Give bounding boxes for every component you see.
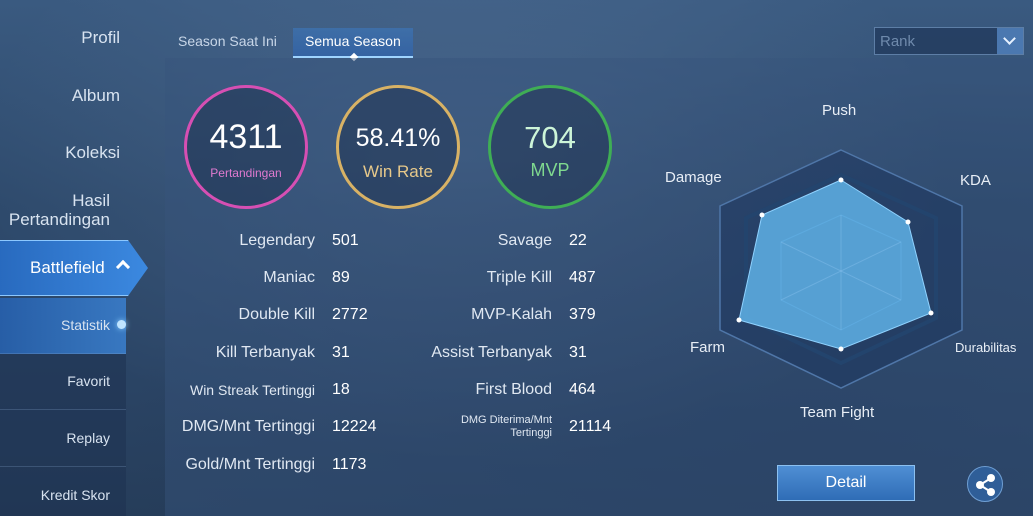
stat-label: Legendary	[239, 232, 315, 249]
radar-point	[905, 219, 911, 225]
radar-point	[838, 346, 844, 352]
sidebar-item-label: Hasil Pertandingan	[8, 191, 110, 229]
stat-value: 501	[332, 232, 359, 249]
radar-point	[759, 212, 765, 218]
matches-circle: 4311 Pertandingan	[184, 85, 308, 209]
stat-value: 12224	[332, 418, 377, 435]
stat-value: 21114	[569, 418, 612, 435]
submenu-item-label: Favorit	[67, 373, 110, 389]
win-rate-label: Win Rate	[363, 162, 433, 181]
mvp-label: MVP	[530, 160, 570, 180]
dropdown-button[interactable]	[997, 28, 1023, 54]
tab-season-saat-ini[interactable]: Season Saat Ini	[178, 28, 277, 58]
sidebar-item-koleksi[interactable]: Koleksi	[0, 143, 120, 162]
radar-label-farm: Farm	[690, 339, 725, 356]
stat-label: MVP-Kalah	[471, 306, 552, 323]
radar-point	[736, 317, 742, 323]
matches-label: Pertandingan	[210, 166, 282, 180]
stat-value: 1173	[332, 456, 367, 473]
radar-label-damage: Damage	[665, 169, 722, 186]
share-button[interactable]	[967, 466, 1003, 502]
submenu-item-statistik[interactable]: Statistik	[0, 298, 126, 354]
stat-label: DMG/Mnt Tertinggi	[181, 418, 315, 435]
stat-label: Win Streak Tertinggi	[189, 382, 315, 398]
sidebar-item-album[interactable]: Album	[0, 86, 120, 105]
sidebar: Profil Album Koleksi Hasil Pertandingan …	[0, 0, 148, 516]
sidebar-item-profil[interactable]: Profil	[0, 28, 120, 47]
radar-axis	[780, 241, 902, 301]
stat-value: 18	[332, 381, 350, 398]
sidebar-item-battlefield-label: Battlefield	[30, 258, 105, 277]
submenu-item-favorit[interactable]: Favorit	[0, 354, 126, 410]
sidebar-item-hasil-pertandingan[interactable]: Hasil Pertandingan	[0, 191, 110, 229]
radar-label-team-fight: Team Fight	[800, 404, 875, 421]
battlefield-submenu: Statistik Favorit Replay Kredit Skor	[0, 298, 126, 516]
mvp-value: 704	[524, 120, 576, 155]
win-rate-value: 58.41%	[355, 124, 441, 152]
stat-label: Kill Terbanyak	[215, 344, 315, 361]
stat-label: Double Kill	[238, 306, 315, 323]
submenu-item-label: Kredit Skor	[40, 487, 110, 503]
share-icon	[976, 474, 995, 496]
detail-button-label: Detail	[825, 474, 867, 491]
radar-point	[928, 310, 934, 316]
mvp-circle: 704 MVP	[488, 85, 612, 209]
stat-label: Assist Terbanyak	[431, 344, 552, 361]
sidebar-item-label: Profil	[81, 28, 120, 47]
rank-select[interactable]: Rank	[874, 27, 1024, 55]
radar-point	[838, 177, 844, 183]
matches-value: 4311	[209, 118, 283, 156]
radar-middle-ring	[744, 172, 938, 366]
stat-label: Savage	[497, 232, 552, 249]
submenu-item-kredit-skor[interactable]: Kredit Skor	[0, 468, 126, 516]
rank-select-value: Rank	[880, 33, 916, 50]
stat-value: 2772	[332, 306, 368, 323]
stat-value: 464	[569, 381, 596, 398]
stat-value: 22	[569, 232, 587, 249]
chevron-down-icon	[1003, 32, 1016, 45]
sidebar-item-label: Koleksi	[65, 143, 120, 162]
submenu-item-label: Replay	[66, 430, 110, 446]
stat-value: 379	[569, 306, 596, 323]
stat-value: 487	[569, 269, 596, 286]
radar-chart	[719, 149, 963, 389]
stat-value: 89	[332, 269, 350, 286]
submenu-item-label: Statistik	[60, 317, 110, 333]
tab-label: Semua Season	[305, 33, 401, 49]
radar-label-kda: KDA	[960, 172, 991, 189]
submenu-item-replay[interactable]: Replay	[0, 411, 126, 467]
radar-label-durabilitas: Durabilitas	[955, 340, 1017, 355]
active-indicator-icon	[117, 320, 126, 329]
stat-label: DMG Diterima/Mnt Tertinggi	[460, 414, 552, 439]
stat-label: First Blood	[475, 381, 552, 398]
stat-value: 31	[332, 344, 350, 361]
tab-label: Season Saat Ini	[178, 33, 277, 49]
stat-label: Maniac	[263, 269, 315, 286]
win-rate-circle: 58.41% Win Rate	[336, 85, 460, 209]
sidebar-item-label: Album	[71, 86, 120, 105]
radar-axis	[780, 241, 902, 301]
detail-button[interactable]: Detail	[777, 465, 915, 501]
stat-label: Gold/Mnt Tertinggi	[185, 456, 315, 473]
stat-label: Triple Kill	[486, 269, 552, 286]
tab-semua-season[interactable]: Semua Season	[293, 28, 413, 62]
stat-value: 31	[569, 344, 587, 361]
radar-label-push: Push	[822, 102, 857, 119]
sidebar-item-battlefield[interactable]	[0, 240, 148, 296]
